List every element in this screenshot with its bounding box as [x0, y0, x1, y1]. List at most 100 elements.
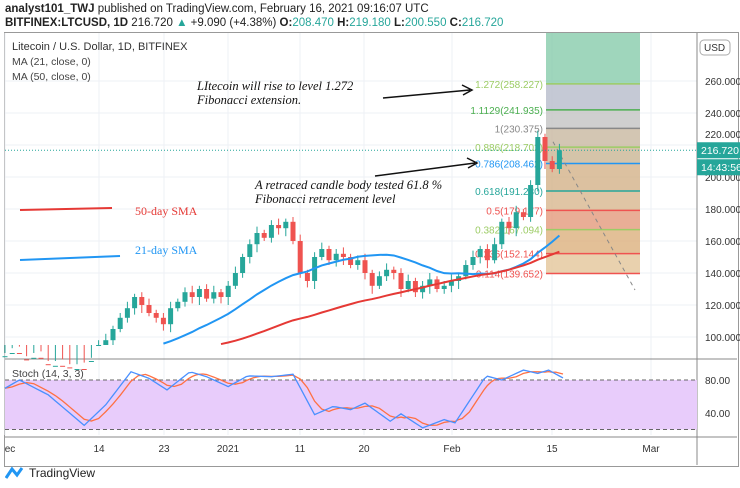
candle	[542, 133, 548, 169]
candle	[254, 226, 260, 253]
price-tick: 200.000	[705, 173, 740, 184]
candle	[448, 274, 454, 293]
candle	[319, 242, 325, 261]
fib-band	[546, 83, 640, 110]
sma50-legend-line	[19, 207, 113, 211]
candle	[477, 245, 483, 264]
candle	[268, 220, 274, 243]
stoch-k-line	[4, 369, 564, 429]
candle	[168, 301, 174, 333]
candle	[103, 333, 109, 345]
candle	[189, 285, 195, 304]
candle	[297, 234, 303, 278]
fib-level-label: 0.236(152.144)	[475, 250, 543, 261]
candle	[9, 345, 15, 354]
candle	[348, 253, 354, 269]
candle	[384, 263, 390, 281]
tradingview-logo-icon	[5, 466, 24, 479]
stoch-tick: 40.00	[705, 409, 730, 420]
time-tick: 2021	[217, 444, 240, 455]
ma50-legend[interactable]: MA (50, close, 0)	[12, 71, 91, 83]
candle	[290, 217, 296, 245]
candle	[67, 345, 73, 369]
ma50-line	[220, 250, 560, 346]
fib-extension-annotation: LItecoin will rise to level 1.272 Fibona…	[197, 79, 354, 107]
fib-band	[546, 128, 640, 148]
last-price-label: 216.720	[701, 145, 739, 157]
candle	[175, 298, 181, 312]
time-tick: Mar	[642, 444, 660, 455]
time-tick: 11	[295, 444, 306, 455]
candle	[312, 252, 318, 289]
c-label: C:	[449, 17, 462, 29]
brand: TradingView	[29, 466, 96, 480]
candle	[261, 229, 267, 241]
candle	[52, 345, 58, 367]
candle	[499, 218, 505, 249]
candle	[225, 281, 231, 305]
sma21-label: 21-day SMA	[135, 243, 198, 257]
candle	[420, 281, 426, 299]
candle	[60, 345, 66, 367]
candle	[196, 285, 202, 305]
candle	[45, 345, 51, 366]
fib-level-label: 1.272(258.227)	[475, 80, 543, 91]
tradingview-logo[interactable]: TradingView	[5, 466, 95, 480]
currency-button	[699, 39, 731, 56]
candle	[456, 273, 462, 289]
time-tick: 23	[158, 444, 170, 455]
candle	[276, 218, 282, 235]
candle	[38, 345, 44, 359]
candle	[146, 298, 152, 317]
candle	[405, 274, 411, 293]
candle	[88, 345, 94, 362]
open: 208.470	[292, 17, 334, 29]
candle	[549, 156, 555, 173]
fib-level-label: 0.618(191.230)	[475, 187, 543, 198]
candle	[139, 292, 145, 313]
candle	[117, 313, 123, 333]
candle	[362, 253, 368, 280]
candle	[326, 245, 332, 265]
candle	[520, 209, 526, 221]
retracement-annotation: A retraced candle body tested 61.8 % Fib…	[255, 178, 443, 206]
candle	[513, 205, 519, 237]
fib-level-label: 0.786(208.462)	[475, 159, 543, 170]
candle	[132, 293, 138, 315]
last-price-badge	[697, 142, 740, 159]
ma21-legend[interactable]: MA (21, close, 0)	[12, 56, 91, 68]
candle	[492, 237, 498, 264]
price-tick: 240.000	[705, 109, 740, 120]
stoch-d-line	[4, 371, 564, 427]
arrow-icon	[382, 84, 474, 99]
symbol: BITFINEX:LTCUSD, 1D	[5, 17, 129, 29]
h-label: H:	[337, 17, 350, 29]
candle	[204, 284, 210, 302]
candle	[535, 130, 541, 192]
fib-band	[546, 191, 640, 211]
candle	[412, 277, 418, 297]
fib-band	[546, 109, 640, 129]
price-tick: 100.000	[705, 333, 740, 344]
fib-band	[546, 253, 640, 274]
arrow-icon	[374, 157, 479, 177]
candle	[556, 143, 562, 174]
author[interactable]: analyst101_TWJ	[5, 3, 95, 15]
close: 216.720	[461, 17, 504, 29]
low: 200.550	[404, 17, 447, 29]
o-label: O:	[279, 17, 293, 29]
stoch-band	[5, 380, 697, 430]
fib-level-label: 1.1129(241.935)	[470, 106, 543, 117]
stoch-legend[interactable]: Stoch (14, 3, 3)	[12, 368, 84, 380]
chart-title: Litecoin / U.S. Dollar, 1D, BITFINEX	[12, 41, 188, 53]
countdown-badge	[697, 159, 740, 176]
candle	[211, 285, 217, 304]
sma21-legend-line	[19, 255, 121, 261]
candle	[484, 244, 490, 269]
sma50-label: 50-day SMA	[135, 204, 198, 218]
high: 219.180	[349, 17, 391, 29]
fib-band	[546, 229, 640, 254]
candle	[240, 253, 246, 278]
candle	[340, 247, 346, 265]
